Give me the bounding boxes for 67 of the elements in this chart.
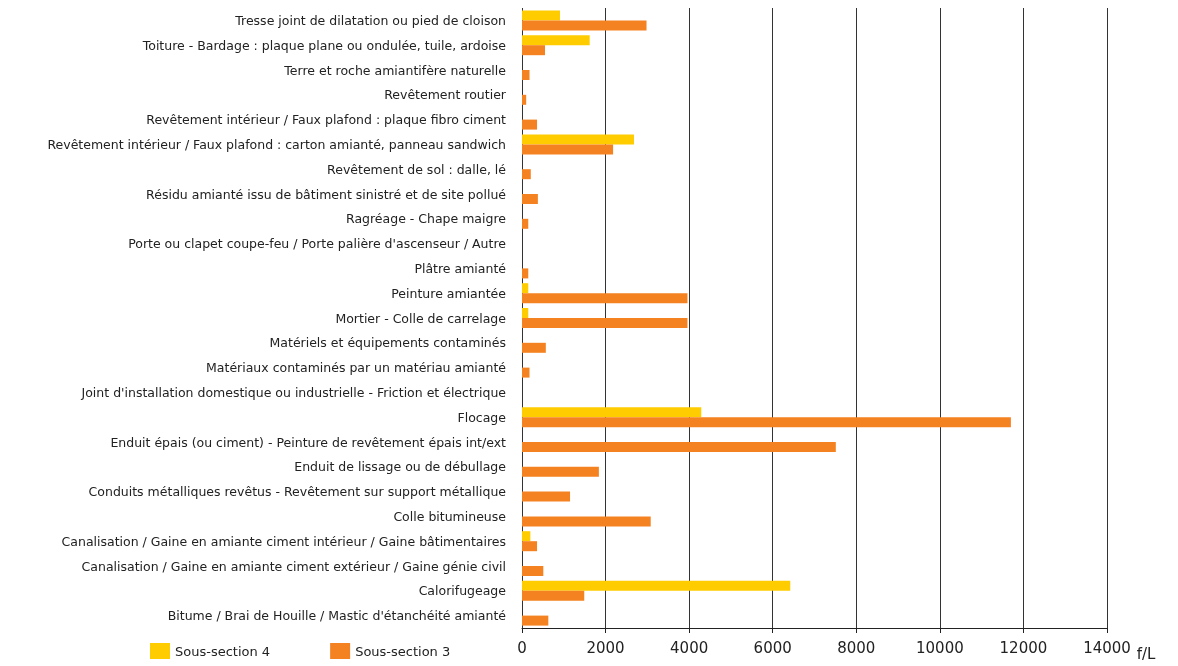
x-tick-label: 12000 bbox=[999, 638, 1048, 657]
x-tick-label: 14000 bbox=[1083, 638, 1131, 657]
bar bbox=[522, 144, 614, 155]
y-tick-label: Matériels et équipements contaminés bbox=[269, 335, 506, 351]
y-tick-label: Résidu amianté issu de bâtiment sinistré et de site pollué bbox=[146, 186, 507, 202]
bar bbox=[522, 342, 546, 353]
bar bbox=[522, 119, 538, 130]
bar bbox=[522, 268, 529, 279]
bar bbox=[522, 531, 531, 542]
y-tick-label: Revêtement intérieur / Faux plafond : carton amianté, panneau sandwich bbox=[47, 136, 506, 152]
bar bbox=[522, 541, 538, 552]
bar bbox=[522, 590, 585, 601]
bar bbox=[522, 94, 527, 105]
y-tick-label: Matériaux contaminés par un matériau amianté bbox=[206, 360, 507, 376]
y-tick-label: Calorifugeage bbox=[418, 583, 507, 599]
x-tick-label: 10000 bbox=[916, 638, 964, 657]
bar bbox=[522, 580, 791, 591]
y-tick-label: Ragréage - Chape maigre bbox=[345, 211, 507, 227]
y-tick-label: Flocage bbox=[457, 409, 507, 425]
y-tick-label: Conduits métalliques revêtus - Revêtement sur support métallique bbox=[88, 484, 507, 500]
bar bbox=[522, 318, 688, 328]
bar bbox=[522, 293, 688, 304]
x-tick-label: 6000 bbox=[753, 638, 792, 657]
bar bbox=[522, 442, 836, 452]
x-tick-label: 8000 bbox=[837, 638, 876, 657]
y-tick-label: Bitume / Brai de Houille / Mastic d'étanchéité amianté bbox=[167, 608, 507, 624]
y-tick-label: Canalisation / Gaine en amiante ciment extérieur / Gaine génie civil bbox=[81, 558, 506, 574]
y-tick-label: Plâtre amianté bbox=[414, 260, 507, 276]
legend-label: Sous-section 4 bbox=[175, 643, 271, 659]
y-tick-label: Peinture amiantée bbox=[391, 285, 507, 301]
bar bbox=[522, 491, 571, 502]
bar bbox=[522, 466, 599, 477]
bar bbox=[522, 417, 1011, 428]
bar bbox=[522, 169, 531, 180]
bar bbox=[522, 367, 530, 378]
y-tick-label: Revêtement routier bbox=[384, 87, 507, 103]
bar bbox=[522, 615, 549, 626]
x-tick-label: 4000 bbox=[670, 638, 709, 657]
y-tick-label: Enduit de lissage ou de débullage bbox=[294, 459, 507, 475]
bar bbox=[522, 308, 529, 318]
y-tick-label: Revêtement intérieur / Faux plafond : plaque fibro ciment bbox=[146, 112, 507, 128]
y-tick-label: Porte ou clapet coupe-feu / Porte palière d'ascenseur / Autre bbox=[128, 236, 507, 252]
y-tick-label: Revêtement de sol : dalle, lé bbox=[327, 161, 507, 177]
x-axis-title: f/L bbox=[1136, 644, 1157, 663]
bar bbox=[522, 283, 529, 294]
x-tick-label: 0 bbox=[517, 638, 527, 657]
x-tick-label: 2000 bbox=[586, 638, 625, 657]
y-tick-label: Toiture - Bardage : plaque plane ou ondulée, tuile, ardoise bbox=[141, 37, 507, 53]
y-tick-label: Mortier - Colle de carrelage bbox=[335, 310, 507, 326]
bar bbox=[522, 218, 529, 229]
legend-label: Sous-section 3 bbox=[355, 643, 451, 659]
bar bbox=[522, 407, 702, 418]
bar bbox=[522, 45, 545, 56]
bar bbox=[522, 194, 538, 204]
y-tick-label: Terre et roche amiantifère naturelle bbox=[283, 62, 507, 78]
y-tick-label: Colle bitumineuse bbox=[393, 508, 507, 524]
y-tick-label: Canalisation / Gaine en amiante ciment intérieur / Gaine bâtimentaires bbox=[61, 533, 506, 549]
bar bbox=[522, 20, 647, 31]
bar bbox=[522, 566, 544, 576]
bar bbox=[522, 10, 561, 21]
y-tick-label: Joint d'installation domestique ou industrielle - Friction et électrique bbox=[80, 384, 507, 400]
y-tick-label: Enduit épais (ou ciment) - Peinture de revêtement épais int/ext bbox=[110, 434, 507, 450]
bar bbox=[522, 134, 634, 145]
bar bbox=[522, 516, 651, 527]
bar bbox=[522, 35, 590, 46]
y-tick-label: Tresse joint de dilatation ou pied de cloison bbox=[234, 12, 506, 28]
bar bbox=[522, 70, 530, 80]
